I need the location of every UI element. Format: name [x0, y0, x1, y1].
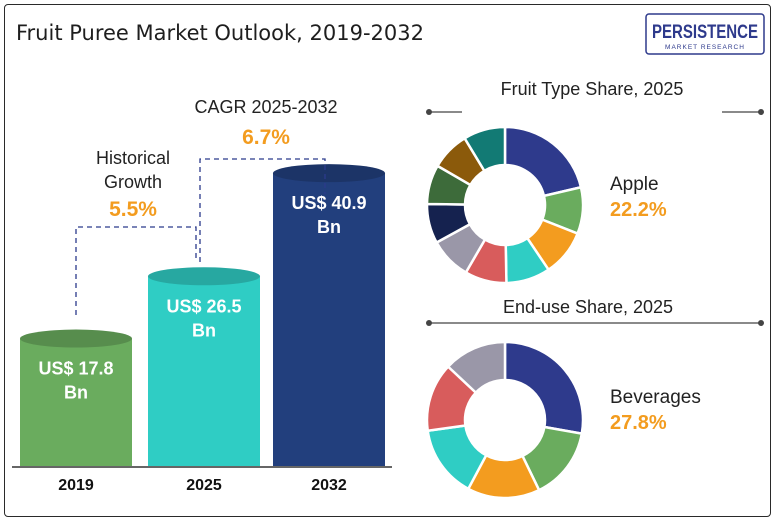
chart-frame — [4, 4, 771, 517]
enduse-donut-title: End-use Share, 2025 — [503, 297, 673, 317]
fruit-donut-title: Fruit Type Share, 2025 — [501, 79, 684, 99]
fruit-type-section: Fruit Type Share, 2025 Apple 22.2% — [425, 79, 764, 285]
logo-tagline: MARKET RESEARCH — [665, 44, 745, 51]
x-tick-label: 2032 — [311, 477, 347, 494]
historical-label-line1: Historical — [96, 148, 170, 168]
bar-value-label: US$ 17.8 — [38, 359, 113, 379]
beverages-share-value: 27.8% — [610, 412, 667, 434]
rule-dot-left — [426, 320, 432, 326]
historical-growth-value: 5.5% — [109, 198, 157, 221]
end-use-donut — [425, 340, 585, 500]
logo-wordmark: PERSISTENCE — [652, 22, 758, 43]
bar-2019: US$ 17.8 Bn — [20, 329, 132, 466]
bar-value-unit: Bn — [317, 217, 341, 237]
x-tick-label: 2019 — [58, 477, 94, 494]
rule-dot-right — [758, 320, 764, 326]
bar-value-label: US$ 26.5 — [166, 296, 241, 316]
historical-connector — [75, 226, 197, 315]
bar-chart: US$ 17.8 Bn 2019 US$ 26.5 Bn 2025 US$ 40.9 Bn 20… — [12, 97, 392, 494]
bar-top-cap — [273, 164, 385, 183]
donut-slice — [503, 340, 585, 436]
end-use-section: End-use Share, 2025 Beverages 27.8% — [425, 297, 764, 500]
donut-slice — [503, 125, 583, 198]
rule-dot-right — [758, 109, 764, 115]
cagr-value: 6.7% — [242, 126, 290, 149]
chart-title: Fruit Puree Market Outlook, 2019-2032 — [16, 21, 424, 45]
historical-label-line2: Growth — [104, 172, 162, 192]
bar-2032: US$ 40.9 Bn — [273, 164, 385, 466]
beverages-label: Beverages — [610, 387, 701, 408]
persistence-logo: PERSISTENCE MARKET RESEARCH — [645, 13, 765, 55]
bar-top-cap — [148, 267, 260, 286]
bar-body — [148, 276, 260, 466]
bar-body — [273, 173, 385, 466]
bar-value-unit: Bn — [192, 320, 216, 340]
bar-body — [20, 338, 132, 466]
fruit-type-donut — [425, 125, 585, 285]
cagr-connector — [199, 158, 326, 262]
rule-dot-left — [426, 109, 432, 115]
cagr-label: CAGR 2025-2032 — [194, 97, 337, 117]
bar-value-label: US$ 40.9 — [291, 193, 366, 213]
bar-value-unit: Bn — [64, 383, 88, 403]
donut-slice — [446, 340, 507, 395]
donut-slice — [462, 125, 507, 173]
apple-label: Apple — [610, 174, 659, 195]
bar-2025: US$ 26.5 Bn — [148, 267, 260, 466]
apple-share-value: 22.2% — [610, 199, 667, 221]
x-tick-label: 2025 — [186, 477, 222, 494]
bar-top-cap — [20, 329, 132, 348]
